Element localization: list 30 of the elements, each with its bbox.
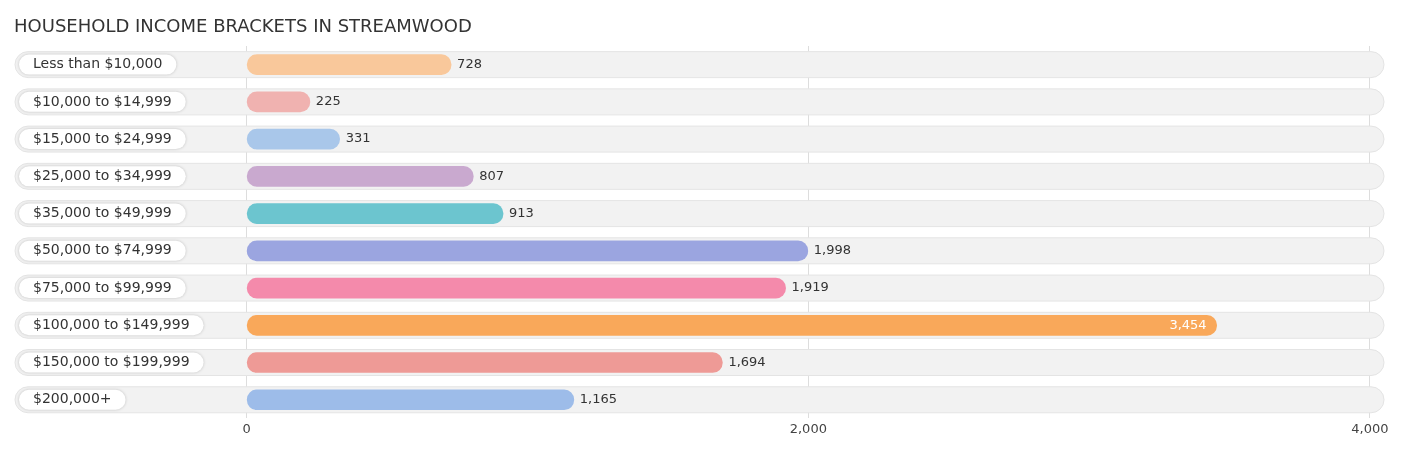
data-label: 913 (509, 204, 534, 220)
data-label: 331 (345, 130, 371, 146)
x-tick-label: 2,000 (789, 420, 827, 436)
bar (246, 389, 575, 411)
bar (246, 54, 452, 75)
x-tick-label: 0 (242, 420, 251, 436)
data-label: 1,998 (813, 242, 851, 258)
data-label: 1,694 (728, 353, 766, 369)
bar (246, 128, 340, 150)
y-tick-label: $100,000 to $149,999 (33, 315, 190, 332)
y-tick-label: $15,000 to $24,999 (33, 129, 172, 146)
data-label: 807 (479, 167, 505, 183)
y-tick-label: $10,000 to $14,999 (33, 92, 172, 109)
y-tick-label: $150,000 to $199,999 (33, 353, 190, 370)
bar (246, 91, 311, 113)
data-label: 1,165 (579, 391, 618, 407)
y-tick-label: $25,000 to $34,999 (33, 166, 172, 183)
data-label: 3,454 (1169, 316, 1207, 332)
y-tick-label: $35,000 to $49,999 (33, 204, 172, 221)
y-tick-label: $200,000+ (33, 390, 112, 407)
x-tick-label: 4,000 (1351, 420, 1389, 436)
y-tick-label: $50,000 to $74,999 (33, 241, 172, 258)
chart-title: HOUSEHOLD INCOME BRACKETS IN STREAMWOOD (14, 14, 472, 36)
data-label: 1,919 (791, 279, 829, 295)
y-tick-label: Less than $10,000 (33, 55, 163, 72)
data-label: 225 (315, 93, 341, 109)
bar (246, 166, 474, 187)
y-tick-label: $75,000 to $99,999 (33, 278, 172, 295)
data-label: 728 (457, 56, 482, 71)
bar (246, 203, 504, 224)
